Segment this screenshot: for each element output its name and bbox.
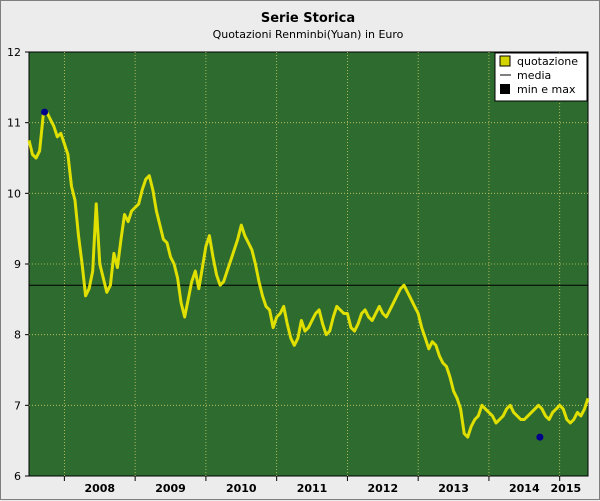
grid-lines bbox=[29, 52, 588, 476]
y-tick-label: 7 bbox=[14, 399, 21, 412]
legend: quotazione media min e max bbox=[494, 52, 588, 102]
y-tick-label: 10 bbox=[7, 187, 21, 200]
y-tick-label: 11 bbox=[7, 117, 21, 130]
x-tick-label: 2008 bbox=[84, 482, 115, 495]
legend-label-min-max: min e max bbox=[517, 83, 576, 96]
series-line-quotazione bbox=[27, 110, 590, 439]
min-point bbox=[536, 433, 544, 441]
chart-subtitle: Quotazioni Renminbi(Yuan) in Euro bbox=[213, 28, 404, 41]
x-tick-label: 2011 bbox=[297, 482, 328, 495]
max-point bbox=[41, 108, 49, 116]
y-tick-label: 9 bbox=[14, 258, 21, 271]
y-axis-ticks: 6 7 8 9 10 11 12 bbox=[7, 46, 29, 483]
x-tick-label: 2014 bbox=[509, 482, 540, 495]
legend-label-media: media bbox=[517, 69, 551, 82]
x-tick-label: 2009 bbox=[155, 482, 186, 495]
legend-swatch-quotazione bbox=[499, 55, 511, 67]
legend-label-quotazione: quotazione bbox=[517, 55, 578, 68]
x-axis-ticks: 2008 2009 2010 2011 2012 2013 2014 2015 bbox=[63, 476, 582, 495]
x-tick-label: 2015 bbox=[551, 482, 582, 495]
legend-swatch-min-max bbox=[500, 84, 510, 94]
chart-title: Serie Storica bbox=[261, 11, 355, 26]
y-tick-label: 6 bbox=[14, 470, 21, 483]
x-tick-label: 2010 bbox=[226, 482, 257, 495]
y-tick-label: 8 bbox=[14, 329, 21, 342]
y-tick-label: 12 bbox=[7, 46, 21, 59]
x-tick-label: 2012 bbox=[367, 482, 398, 495]
x-tick-label: 2013 bbox=[438, 482, 469, 495]
